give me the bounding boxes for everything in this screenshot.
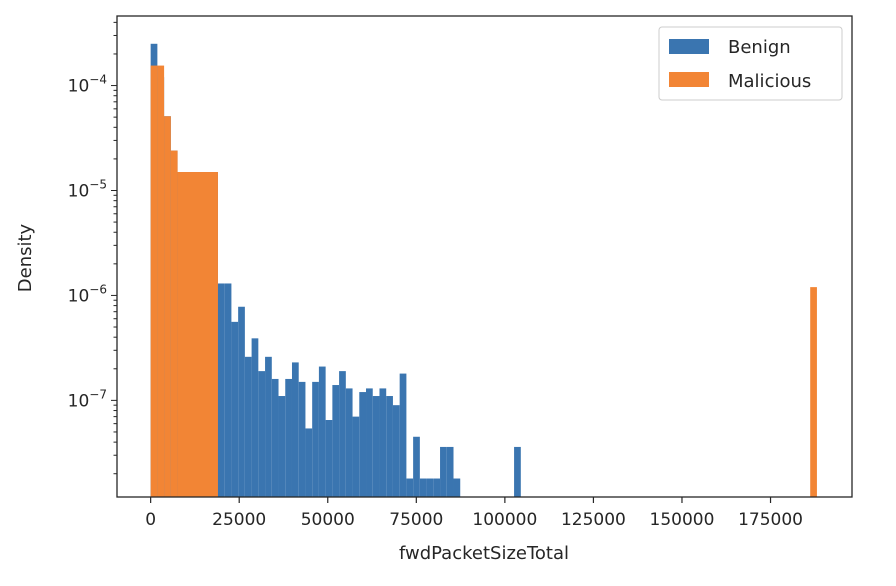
benign-bar — [406, 478, 414, 497]
x-tick-label: 25000 — [212, 510, 266, 530]
y-tick-label: 10−5 — [68, 177, 107, 201]
malicious-bars — [150, 65, 817, 498]
y-tick-label: 10−4 — [68, 73, 107, 97]
malicious-bar — [810, 287, 817, 497]
benign-bar — [224, 283, 232, 497]
benign-bar — [271, 378, 279, 497]
benign-bar — [318, 366, 326, 497]
benign-bar — [278, 396, 286, 497]
malicious-bar — [177, 172, 218, 497]
benign-bar — [238, 306, 245, 497]
benign-bar — [514, 446, 521, 497]
plot-frame — [116, 15, 853, 498]
x-axis-label: fwdPacketSizeTotal — [399, 543, 569, 564]
legend-label-malicious: Malicious — [728, 71, 811, 92]
benign-bar — [399, 373, 407, 497]
benign-bar — [291, 362, 299, 497]
benign-bar — [446, 446, 454, 497]
benign-bar — [244, 356, 252, 497]
malicious-bar — [150, 65, 158, 497]
benign-bar — [426, 478, 434, 497]
malicious-bar — [170, 150, 178, 498]
benign-bar — [366, 388, 373, 497]
benign-bar — [298, 381, 306, 497]
x-tick-label: 175000 — [738, 510, 803, 530]
x-tick-label: 100000 — [472, 510, 537, 530]
benign-bar — [258, 371, 266, 497]
x-tick-label: 50000 — [301, 510, 355, 530]
x-tick-label: 0 — [145, 510, 156, 530]
x-tick-label: 125000 — [561, 510, 626, 530]
y-tick-label: 10−6 — [68, 282, 107, 306]
x-axis-ticks: 0 25000 50000 75000 100000 125000 150000 175000 — [145, 497, 803, 530]
benign-bar — [217, 283, 225, 497]
y-axis-label: Density — [15, 223, 36, 292]
benign-bar — [440, 446, 447, 497]
benign-bar — [413, 436, 420, 497]
benign-bar — [419, 478, 427, 497]
benign-bar — [285, 378, 292, 497]
benign-bar — [352, 416, 360, 497]
benign-bar — [312, 381, 319, 497]
x-tick-label: 75000 — [389, 510, 443, 530]
legend: Benign Malicious — [658, 26, 843, 101]
benign-bar — [251, 338, 259, 497]
benign-bar — [386, 396, 393, 497]
y-tick-label: 10−7 — [68, 387, 107, 411]
legend-label-benign: Benign — [728, 37, 791, 58]
legend-swatch-malicious — [669, 72, 709, 87]
legend-swatch-benign — [669, 39, 709, 54]
benign-bar — [345, 388, 353, 497]
malicious-bar — [164, 116, 171, 498]
benign-bar — [231, 321, 239, 497]
y-axis-ticks: 10−7 10−6 10−5 10−4 — [68, 21, 117, 475]
benign-bar — [325, 420, 333, 497]
benign-bar — [392, 405, 400, 497]
benign-bar — [433, 478, 441, 497]
benign-bar — [359, 392, 367, 497]
benign-bar — [453, 478, 461, 497]
benign-bar — [339, 371, 346, 497]
x-tick-label: 150000 — [650, 510, 715, 530]
malicious-bar — [157, 65, 165, 497]
benign-bar — [305, 428, 313, 497]
benign-bar — [265, 356, 272, 497]
benign-bar — [372, 396, 380, 497]
benign-bar — [332, 385, 340, 497]
benign-bar — [379, 388, 387, 497]
